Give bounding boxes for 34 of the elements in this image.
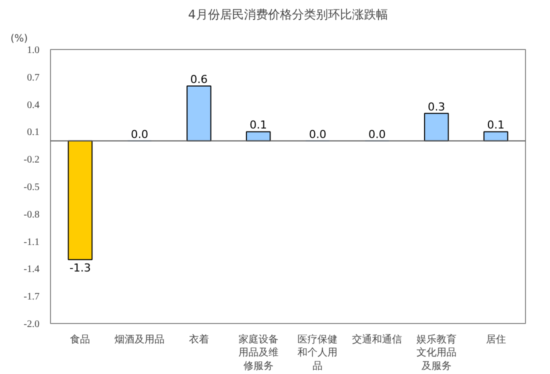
data-label: 0.0 bbox=[368, 128, 386, 141]
data-label: -1.3 bbox=[69, 262, 91, 275]
y-tick-label: 0.1 bbox=[27, 127, 40, 138]
bar bbox=[424, 112, 449, 142]
y-tick-label: 0.7 bbox=[27, 72, 40, 84]
data-label: 0.3 bbox=[428, 100, 446, 114]
y-tick-label: -0.2 bbox=[24, 154, 40, 166]
data-label: 0.0 bbox=[130, 128, 148, 141]
x-tick-label: 交通和通信 bbox=[352, 334, 402, 346]
data-label: 0.1 bbox=[487, 118, 505, 132]
bar bbox=[483, 131, 508, 142]
bar bbox=[246, 131, 271, 142]
chart-title: 4月份居民消费价格分类别环比涨跌幅 bbox=[188, 8, 388, 22]
y-tick-label: -0.5 bbox=[24, 182, 40, 193]
x-tick-label: 医疗保健和个人用品 bbox=[298, 334, 338, 372]
x-tick-label: 烟酒及用品 bbox=[114, 334, 165, 346]
bar bbox=[186, 86, 212, 142]
bar bbox=[68, 140, 93, 260]
data-label: 0.6 bbox=[190, 73, 208, 86]
y-tick-label: 0.4 bbox=[27, 100, 40, 111]
x-tick-label: 家庭设备用品及维修服务 bbox=[238, 334, 278, 372]
x-tick-label: 居住 bbox=[486, 334, 506, 346]
x-tick-label: 娱乐教育文化用品及服务 bbox=[416, 334, 456, 372]
y-tick-label: -1.7 bbox=[24, 292, 40, 303]
y-tick-label: -1.4 bbox=[24, 264, 40, 276]
y-axis-title: (%) bbox=[10, 34, 28, 44]
y-tick-label: -0.8 bbox=[24, 209, 40, 220]
data-label: 0.0 bbox=[308, 128, 326, 141]
x-tick-label: 衣着 bbox=[188, 334, 209, 346]
data-label: 0.1 bbox=[250, 118, 268, 132]
x-tick-label: 食品 bbox=[70, 334, 90, 346]
y-tick-label: 1.0 bbox=[27, 45, 40, 56]
y-tick-label: -1.1 bbox=[24, 236, 40, 248]
y-tick-label: -2.0 bbox=[24, 319, 40, 330]
